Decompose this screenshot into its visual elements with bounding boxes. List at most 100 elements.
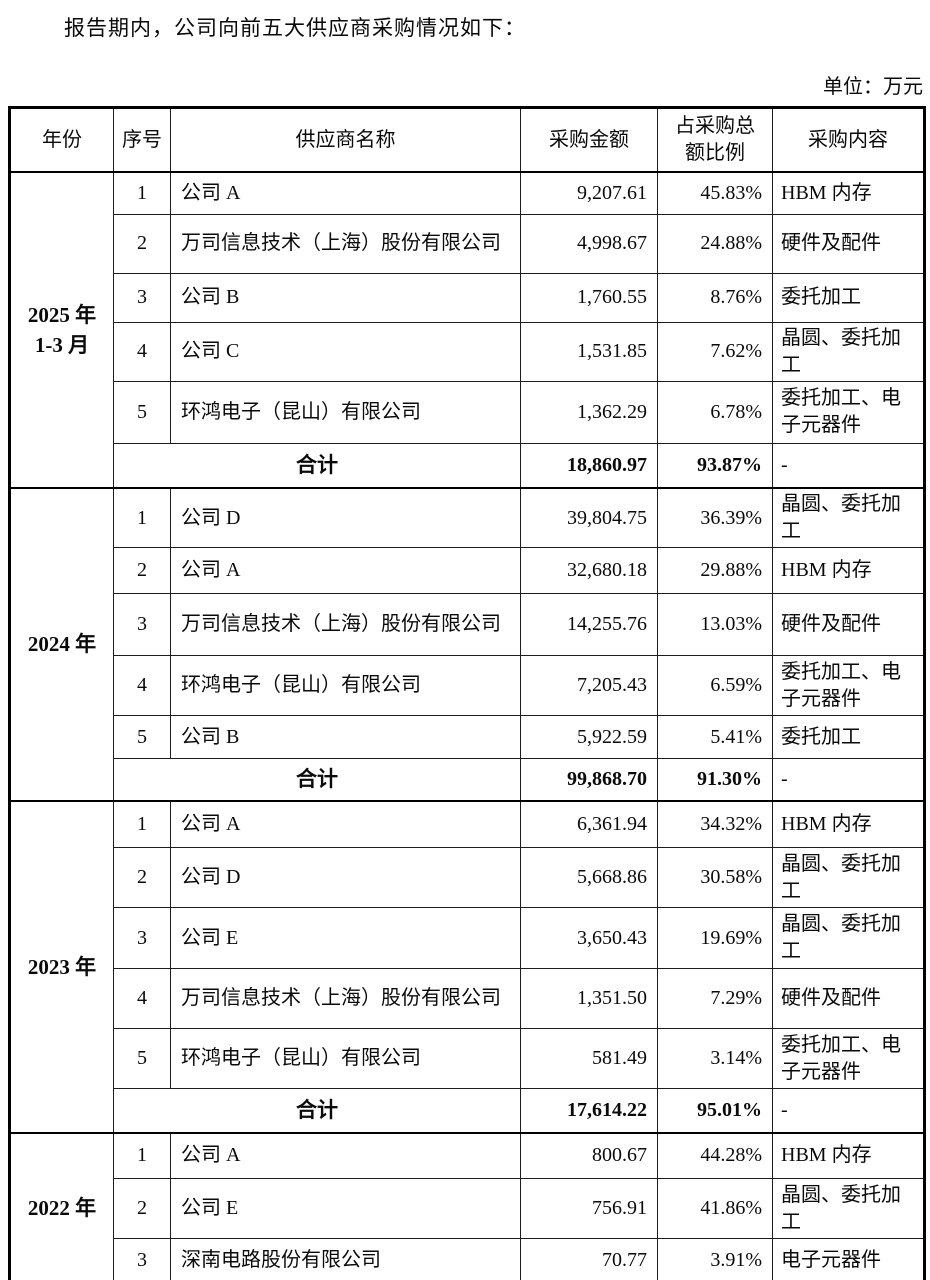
- table-row: 4 公司 C 1,531.85 7.62% 晶圆、委托加工: [10, 321, 925, 382]
- total-label: 合计: [113, 1088, 521, 1133]
- table-row: 3 公司 B 1,760.55 8.76% 委托加工: [10, 272, 925, 323]
- supplier-name: 环鸿电子（昆山）有限公司: [170, 655, 521, 716]
- purchase-pct: 3.91%: [657, 1238, 773, 1280]
- purchase-pct: 29.88%: [657, 547, 773, 594]
- supplier-name: 万司信息技术（上海）股份有限公司: [170, 593, 521, 656]
- purchase-amount: 39,804.75: [520, 487, 658, 548]
- row-no: 3: [113, 907, 171, 969]
- row-no: 5: [113, 715, 171, 759]
- total-content: -: [772, 442, 925, 489]
- purchase-content: HBM 内存: [772, 1131, 925, 1179]
- purchase-content: 委托加工: [772, 272, 925, 323]
- row-no: 1: [113, 1131, 171, 1179]
- total-row: 合计 99,868.70 91.30% -: [10, 758, 925, 801]
- purchase-content: HBM 内存: [772, 171, 925, 215]
- supplier-name: 深南电路股份有限公司: [170, 1238, 521, 1280]
- table-row: 2 公司 E 756.91 41.86% 晶圆、委托加工: [10, 1178, 925, 1239]
- purchase-amount: 14,255.76: [520, 593, 658, 656]
- table-row: 3 深南电路股份有限公司 70.77 3.91% 电子元器件: [10, 1238, 925, 1280]
- col-header-year: 年份: [9, 107, 114, 173]
- purchase-amount: 1,362.29: [520, 380, 658, 444]
- purchase-content: 委托加工、电子元器件: [772, 380, 925, 444]
- purchase-amount: 70.77: [520, 1238, 658, 1280]
- row-no: 5: [113, 1028, 171, 1089]
- table-row: 5 环鸿电子（昆山）有限公司 1,362.29 6.78% 委托加工、电子元器件: [10, 380, 925, 444]
- row-no: 3: [113, 272, 171, 323]
- purchase-pct: 6.78%: [657, 380, 773, 444]
- row-no: 1: [113, 799, 171, 848]
- supplier-name: 公司 D: [170, 487, 521, 548]
- table-row: 3 公司 E 3,650.43 19.69% 晶圆、委托加工: [10, 907, 925, 969]
- purchase-amount: 32,680.18: [520, 547, 658, 594]
- total-content: -: [772, 1088, 925, 1133]
- table-row: 4 万司信息技术（上海）股份有限公司 1,351.50 7.29% 硬件及配件: [10, 968, 925, 1029]
- table-row: 2 公司 A 32,680.18 29.88% HBM 内存: [10, 547, 925, 594]
- supplier-name: 万司信息技术（上海）股份有限公司: [170, 968, 521, 1029]
- purchase-pct: 5.41%: [657, 715, 773, 759]
- row-no: 3: [113, 593, 171, 656]
- purchase-pct: 7.62%: [657, 321, 773, 382]
- supplier-name: 公司 A: [170, 171, 521, 215]
- table-row: 2024 年 1 公司 D 39,804.75 36.39% 晶圆、委托加工: [9, 487, 925, 801]
- purchase-amount: 6,361.94: [520, 799, 658, 848]
- table-row: 2023 年 1 公司 A 6,361.94 34.32% HBM 内存: [9, 799, 925, 1133]
- purchase-amount: 800.67: [520, 1131, 658, 1179]
- supplier-name: 万司信息技术（上海）股份有限公司: [170, 213, 521, 274]
- purchase-amount: 5,922.59: [520, 715, 658, 759]
- purchase-content: 电子元器件: [772, 1238, 925, 1280]
- unit-label: 单位：万元: [823, 76, 923, 98]
- purchase-amount: 756.91: [520, 1178, 658, 1239]
- purchase-pct: 7.29%: [657, 968, 773, 1029]
- row-no: 2: [113, 1178, 171, 1239]
- year-cell: 2022 年: [9, 1131, 114, 1280]
- table-row: 2025 年 1-3 月 1 公司 A 9,207.61 45.83% HBM …: [9, 171, 925, 489]
- supplier-name: 环鸿电子（昆山）有限公司: [170, 1028, 521, 1089]
- row-no: 3: [113, 1238, 171, 1280]
- supplier-name: 公司 D: [170, 847, 521, 908]
- row-no: 2: [113, 847, 171, 908]
- total-row: 合计 18,860.97 93.87% -: [10, 442, 925, 489]
- header-row: 年份 序号 供应商名称 采购金额 占采购总 额比例 采购内容: [9, 107, 925, 173]
- purchase-pct: 6.59%: [657, 655, 773, 716]
- year-cell: 2025 年 1-3 月: [9, 171, 114, 489]
- supplier-name: 公司 E: [170, 1178, 521, 1239]
- purchase-pct: 36.39%: [657, 487, 773, 548]
- table-row: 5 公司 B 5,922.59 5.41% 委托加工: [10, 715, 925, 759]
- purchase-amount: 5,668.86: [520, 847, 658, 908]
- table-row: 3 万司信息技术（上海）股份有限公司 14,255.76 13.03% 硬件及配…: [10, 593, 925, 656]
- purchase-amount: 4,998.67: [520, 213, 658, 274]
- purchase-content: 硬件及配件: [772, 968, 925, 1029]
- purchase-amount: 1,351.50: [520, 968, 658, 1029]
- purchase-amount: 581.49: [520, 1028, 658, 1089]
- purchase-pct: 41.86%: [657, 1178, 773, 1239]
- purchase-pct: 3.14%: [657, 1028, 773, 1089]
- table-row: 2 公司 D 5,668.86 30.58% 晶圆、委托加工: [10, 847, 925, 908]
- total-amount: 99,868.70: [520, 758, 658, 801]
- total-amount: 17,614.22: [520, 1088, 658, 1133]
- purchase-pct: 19.69%: [657, 907, 773, 969]
- row-no: 5: [113, 380, 171, 444]
- intro-paragraph: 报告期内，公司向前五大供应商采购情况如下：: [64, 16, 526, 40]
- total-content: -: [772, 758, 925, 801]
- total-pct: 93.87%: [657, 442, 773, 489]
- supplier-name: 公司 B: [170, 272, 521, 323]
- table-row: 5 环鸿电子（昆山）有限公司 581.49 3.14% 委托加工、电子元器件: [10, 1028, 925, 1089]
- purchase-pct: 44.28%: [657, 1131, 773, 1179]
- total-amount: 18,860.97: [520, 442, 658, 489]
- year-cell: 2023 年: [9, 799, 114, 1133]
- purchase-content: 晶圆、委托加工: [772, 321, 925, 382]
- total-label: 合计: [113, 442, 521, 489]
- total-label: 合计: [113, 758, 521, 801]
- total-row: 合计 17,614.22 95.01% -: [10, 1088, 925, 1133]
- row-no: 1: [113, 171, 171, 215]
- col-header-pct: 占采购总 额比例: [657, 107, 773, 173]
- total-pct: 91.30%: [657, 758, 773, 801]
- supplier-name: 公司 A: [170, 799, 521, 848]
- row-no: 4: [113, 968, 171, 1029]
- supplier-name: 公司 B: [170, 715, 521, 759]
- total-pct: 95.01%: [657, 1088, 773, 1133]
- supplier-name: 公司 A: [170, 547, 521, 594]
- row-no: 4: [113, 655, 171, 716]
- purchase-content: 晶圆、委托加工: [772, 907, 925, 969]
- purchase-amount: 9,207.61: [520, 171, 658, 215]
